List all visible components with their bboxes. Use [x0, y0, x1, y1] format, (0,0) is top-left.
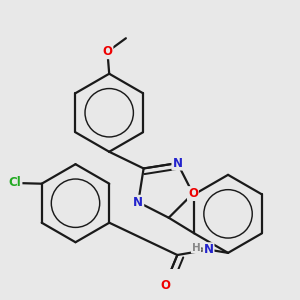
Text: O: O: [188, 187, 198, 200]
Text: N: N: [203, 243, 214, 256]
Text: Cl: Cl: [9, 176, 22, 190]
Text: N: N: [133, 196, 143, 209]
Text: O: O: [160, 279, 170, 292]
Text: H: H: [192, 243, 200, 253]
Text: O: O: [102, 45, 112, 58]
Text: N: N: [172, 157, 182, 169]
